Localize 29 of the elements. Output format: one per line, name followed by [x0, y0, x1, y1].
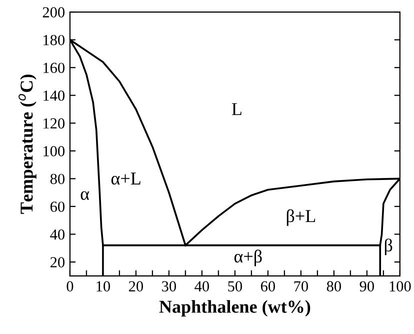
x-tick-label: 70 [294, 281, 308, 292]
y-tick-label: 160 [44, 62, 65, 74]
x-tick-label: 0 [66, 281, 74, 292]
y-tick-label: 140 [44, 90, 65, 101]
x-tick-label: 30 [162, 281, 176, 292]
y-tick-label: 60 [50, 202, 65, 212]
y-tick-label: 100 [44, 146, 65, 156]
x-tick-label: 10 [96, 281, 110, 292]
annotation: α+L [111, 172, 140, 185]
y-axis-title: Temperature ($^{o}$C) [18, 74, 36, 214]
y-tick-label: 120 [44, 118, 65, 129]
annotation: α [80, 191, 90, 200]
x-tick-label: 50 [228, 281, 242, 292]
y-tick-label: 20 [50, 257, 65, 268]
x-tick-label: 40 [194, 281, 210, 292]
annotation: L [232, 103, 242, 116]
x-tick-label: 80 [326, 281, 341, 292]
y-tick-label: 40 [50, 229, 65, 240]
x-axis-title: Naphthalene (wt%) [159, 300, 310, 317]
annotation: β [384, 238, 392, 256]
x-tick-label: 60 [260, 281, 275, 292]
y-tick-label: 200 [42, 7, 65, 18]
y-tick-label: 180 [44, 34, 65, 46]
y-tick-label: 80 [50, 174, 65, 184]
x-tick-label: 100 [390, 281, 411, 292]
x-tick-label: 90 [360, 281, 374, 292]
annotation: β+L [286, 209, 316, 226]
x-tick-label: 20 [128, 281, 144, 292]
annotation: α+β [234, 250, 262, 266]
